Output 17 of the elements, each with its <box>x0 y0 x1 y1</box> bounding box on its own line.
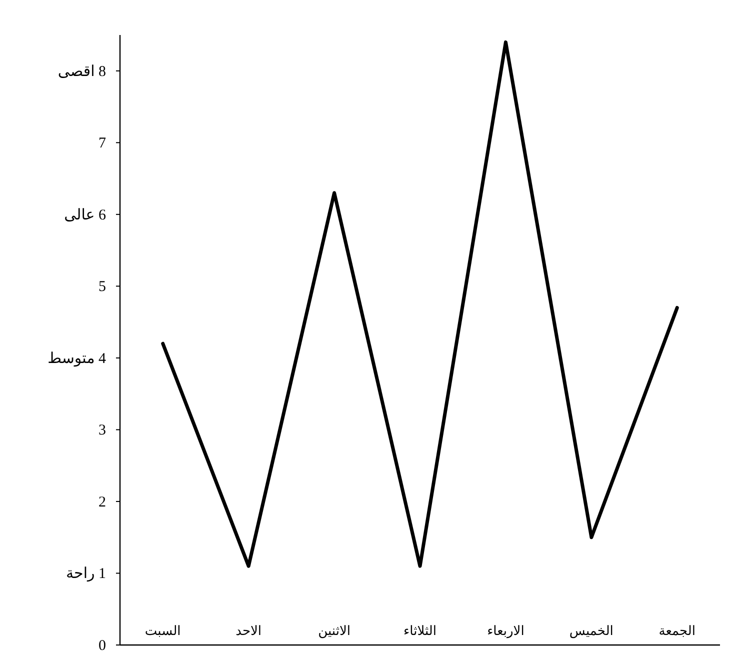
y-tick-label: 5 <box>98 279 106 296</box>
line-series <box>161 40 679 568</box>
y-tick-label: 6 عالى <box>64 207 106 224</box>
y-tick-label: 3 <box>98 422 106 439</box>
y-tick-label: 1 راحة <box>66 566 106 582</box>
x-tick-label: الاثنين <box>318 624 350 639</box>
x-tick-label: الجمعة <box>658 624 696 639</box>
y-tick-label: 4 متوسط <box>48 350 106 367</box>
x-tick-label: الاحد <box>236 624 262 639</box>
x-tick-label: الثلاثاء <box>404 624 436 639</box>
y-tick-label: 8 اقصى <box>58 64 106 80</box>
x-tick-label: السبت <box>144 624 181 639</box>
y-tick-label: 7 <box>98 136 106 152</box>
y-tick-label: 0 <box>98 638 106 654</box>
y-tick-label: 2 <box>98 494 106 510</box>
x-tick-label: الخميس <box>569 624 614 639</box>
x-tick-label: الاربعاء <box>487 624 524 639</box>
